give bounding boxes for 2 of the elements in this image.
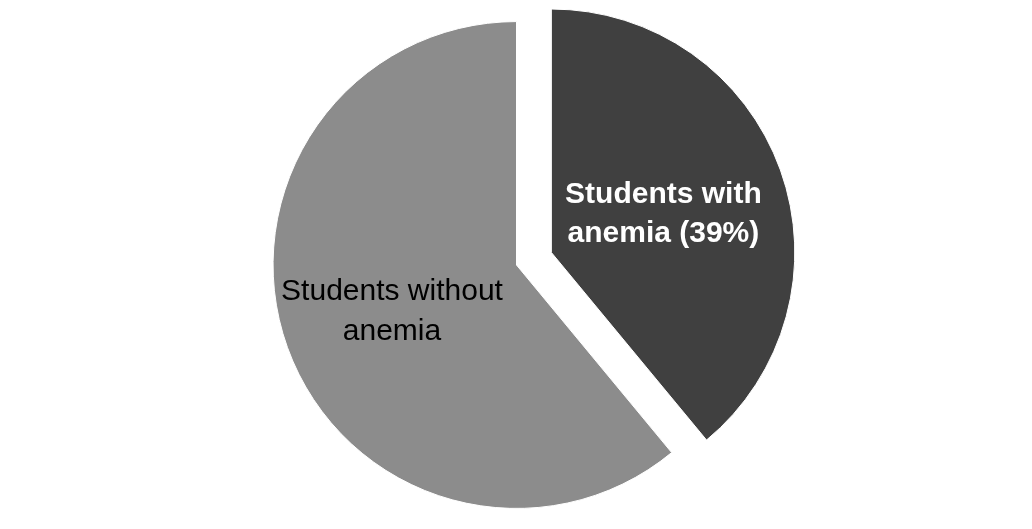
slice-label: Students without anemia bbox=[281, 273, 504, 347]
slice-label: Students with anemia (39%) bbox=[565, 175, 762, 249]
